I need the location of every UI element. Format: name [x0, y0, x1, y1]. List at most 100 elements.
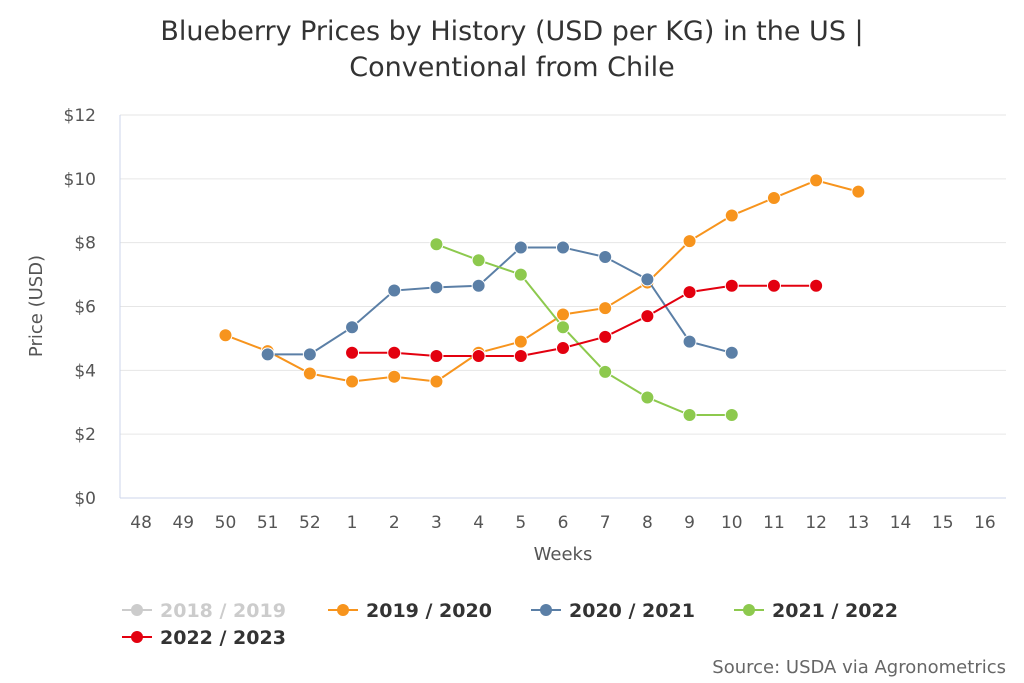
series-2020-2021 [260, 240, 739, 362]
legend-marker-symbol [540, 604, 552, 616]
x-axis-ticks: 48 49 50 51 52 1 2 3 4 5 6 7 8 9 10 11 12 13 14 15 16 [130, 513, 995, 533]
data-point[interactable] [556, 240, 570, 255]
series-line [436, 243, 732, 417]
data-point[interactable] [556, 307, 570, 322]
data-point[interactable] [513, 240, 528, 255]
data-point[interactable] [387, 283, 402, 298]
legend-item-2019-2020[interactable]: 2019 / 2020 [328, 600, 492, 622]
data-point[interactable] [682, 234, 697, 249]
data-point[interactable] [429, 374, 444, 389]
x-tick-label: 52 [299, 513, 321, 533]
data-point[interactable] [387, 369, 402, 384]
data-point[interactable] [387, 345, 402, 360]
chart-title-line-1: Blueberry Prices by History (USD per KG)… [160, 16, 863, 47]
data-point[interactable] [302, 347, 317, 362]
x-tick-label: 12 [805, 513, 827, 533]
data-point[interactable] [851, 184, 866, 199]
x-tick-label: 48 [130, 513, 152, 533]
data-point[interactable] [429, 237, 444, 252]
x-tick-label: 13 [848, 513, 870, 533]
series-line [267, 246, 733, 356]
x-tick-label: 51 [257, 513, 279, 533]
legend-label: 2018 / 2019 [160, 600, 286, 622]
data-point[interactable] [598, 301, 613, 316]
data-point[interactable] [640, 272, 655, 287]
x-tick-label: 5 [515, 513, 526, 533]
data-point[interactable] [682, 334, 697, 349]
legend-item-2020-2021[interactable]: 2020 / 2021 [531, 600, 695, 622]
data-point[interactable] [429, 348, 444, 363]
x-tick-label: 2 [389, 513, 400, 533]
data-point[interactable] [640, 390, 655, 405]
data-point[interactable] [260, 347, 275, 362]
legend-label: 2022 / 2023 [160, 627, 286, 649]
y-tick-label: $2 [74, 425, 96, 445]
x-tick-label: 7 [600, 513, 611, 533]
legend-item-2021-2022[interactable]: 2021 / 2022 [734, 600, 898, 622]
data-point[interactable] [345, 320, 360, 335]
y-tick-label: $10 [64, 170, 96, 190]
data-point[interactable] [640, 309, 655, 324]
legend-label: 2019 / 2020 [366, 600, 492, 622]
legend-marker-symbol [743, 604, 755, 616]
legend-label: 2021 / 2022 [772, 600, 898, 622]
x-tick-label: 1 [347, 513, 358, 533]
data-point[interactable] [598, 364, 613, 379]
data-point[interactable] [766, 278, 781, 293]
y-axis-ticks: $0 $2 $4 $6 $8 $10 $12 [64, 106, 96, 509]
legend-marker-symbol [131, 604, 143, 616]
gridlines [120, 114, 1006, 435]
series-line [352, 284, 817, 357]
data-point[interactable] [429, 280, 444, 295]
data-point[interactable] [513, 348, 528, 363]
data-point[interactable] [471, 348, 486, 363]
data-point[interactable] [218, 328, 233, 343]
data-point[interactable] [724, 345, 739, 360]
data-point[interactable] [809, 173, 824, 188]
axes [119, 115, 1006, 499]
data-point[interactable] [471, 253, 486, 268]
x-tick-label: 9 [684, 513, 695, 533]
y-tick-label: $6 [74, 298, 96, 318]
legend-item-2018-2019[interactable]: 2018 / 2019 [122, 600, 286, 622]
series-group [218, 173, 866, 423]
legend-item-2022-2023[interactable]: 2022 / 2023 [122, 627, 286, 649]
data-point[interactable] [682, 408, 697, 423]
data-point[interactable] [598, 250, 613, 265]
legend-label: 2020 / 2021 [569, 600, 695, 622]
x-tick-label: 3 [431, 513, 442, 533]
data-point[interactable] [598, 329, 613, 344]
x-tick-label: 14 [890, 513, 912, 533]
data-point[interactable] [556, 340, 570, 355]
x-tick-label: 11 [763, 513, 785, 533]
y-tick-label: $8 [74, 234, 96, 254]
data-point[interactable] [766, 190, 781, 205]
data-point[interactable] [724, 278, 739, 293]
data-point[interactable] [809, 278, 824, 293]
data-point[interactable] [513, 267, 528, 282]
data-point[interactable] [345, 345, 360, 360]
x-tick-label: 4 [473, 513, 484, 533]
data-point[interactable] [345, 374, 360, 389]
data-point[interactable] [556, 320, 570, 335]
data-point[interactable] [302, 366, 317, 381]
x-axis-title: Weeks [534, 544, 593, 565]
data-point[interactable] [682, 285, 697, 300]
y-tick-label: $0 [74, 489, 96, 509]
x-tick-label: 15 [932, 513, 954, 533]
chart-title-line-2: Conventional from Chile [349, 52, 675, 83]
x-tick-label: 6 [558, 513, 569, 533]
legend-marker-symbol [131, 631, 143, 643]
series-2022-2023 [345, 278, 824, 363]
data-point[interactable] [724, 408, 739, 423]
data-point[interactable] [471, 278, 486, 293]
data-point[interactable] [724, 208, 739, 223]
series-2021-2022 [429, 237, 739, 423]
legend: 2018 / 2019 2019 / 2020 2020 / 2021 2021 / … [122, 600, 898, 649]
y-tick-label: $4 [74, 361, 96, 381]
x-tick-label: 50 [215, 513, 237, 533]
data-point[interactable] [513, 334, 528, 349]
x-tick-label: 8 [642, 513, 653, 533]
y-tick-label: $12 [64, 106, 96, 126]
